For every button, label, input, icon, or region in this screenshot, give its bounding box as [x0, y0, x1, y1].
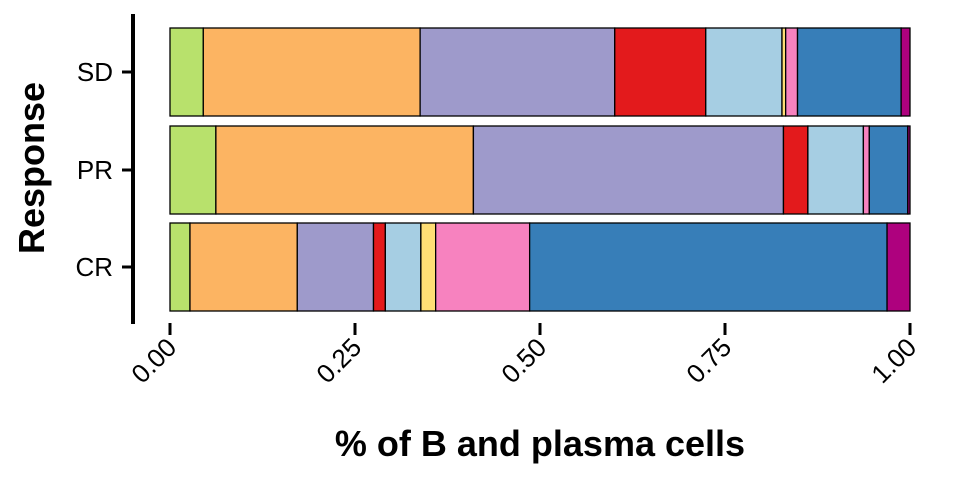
x-tick-label: 0.75 [680, 332, 737, 389]
bar-segment-cr-3 [296, 222, 375, 312]
x-ticks-layer: 0.00 0.25 0.50 0.75 1.00 [125, 323, 922, 389]
bar-segment-pr-5 [807, 125, 865, 215]
y-axis-title: Response [11, 82, 52, 254]
bar-segment-pr-2 [215, 125, 475, 215]
bar-segment-pr-4 [782, 125, 809, 215]
bar-segment-cr-1 [169, 222, 191, 312]
x-tick-label: 0.50 [495, 332, 552, 389]
x-tick-label: 0.00 [125, 332, 182, 389]
bar-segment-cr-7 [435, 222, 531, 312]
x-tick-label: 1.00 [865, 332, 922, 389]
y-tick-label: PR [77, 155, 113, 185]
y-tick-label: CR [75, 252, 113, 282]
bar-segment-sd-4 [614, 27, 707, 117]
bars-layer [169, 27, 911, 312]
bar-segment-cr-4 [372, 222, 386, 312]
bar-segment-sd-7 [785, 27, 799, 117]
bar-segment-sd-9 [900, 27, 911, 117]
x-axis-title: % of B and plasma cells [335, 423, 745, 464]
bar-segment-cr-6 [420, 222, 437, 312]
bar-segment-sd-2 [202, 27, 421, 117]
bar-segment-pr-7 [862, 125, 870, 215]
bar-segment-pr-1 [169, 125, 217, 215]
bar-segment-sd-1 [169, 27, 204, 117]
bar-segment-cr-2 [189, 222, 298, 312]
y-ticks-layer: SD PR CR [75, 57, 133, 282]
x-tick-label: 0.25 [310, 332, 367, 389]
bar-segment-sd-8 [796, 27, 902, 117]
bar-segment-cr-5 [384, 222, 422, 312]
bar-segment-cr-8 [528, 222, 888, 312]
bar-segment-pr-9 [907, 125, 911, 215]
y-tick-label: SD [77, 57, 113, 87]
bar-segment-sd-5 [705, 27, 783, 117]
bar-segment-pr-3 [472, 125, 785, 215]
bar-segment-pr-8 [868, 125, 909, 215]
bar-segment-cr-9 [886, 222, 911, 312]
bar-segment-sd-3 [419, 27, 616, 117]
